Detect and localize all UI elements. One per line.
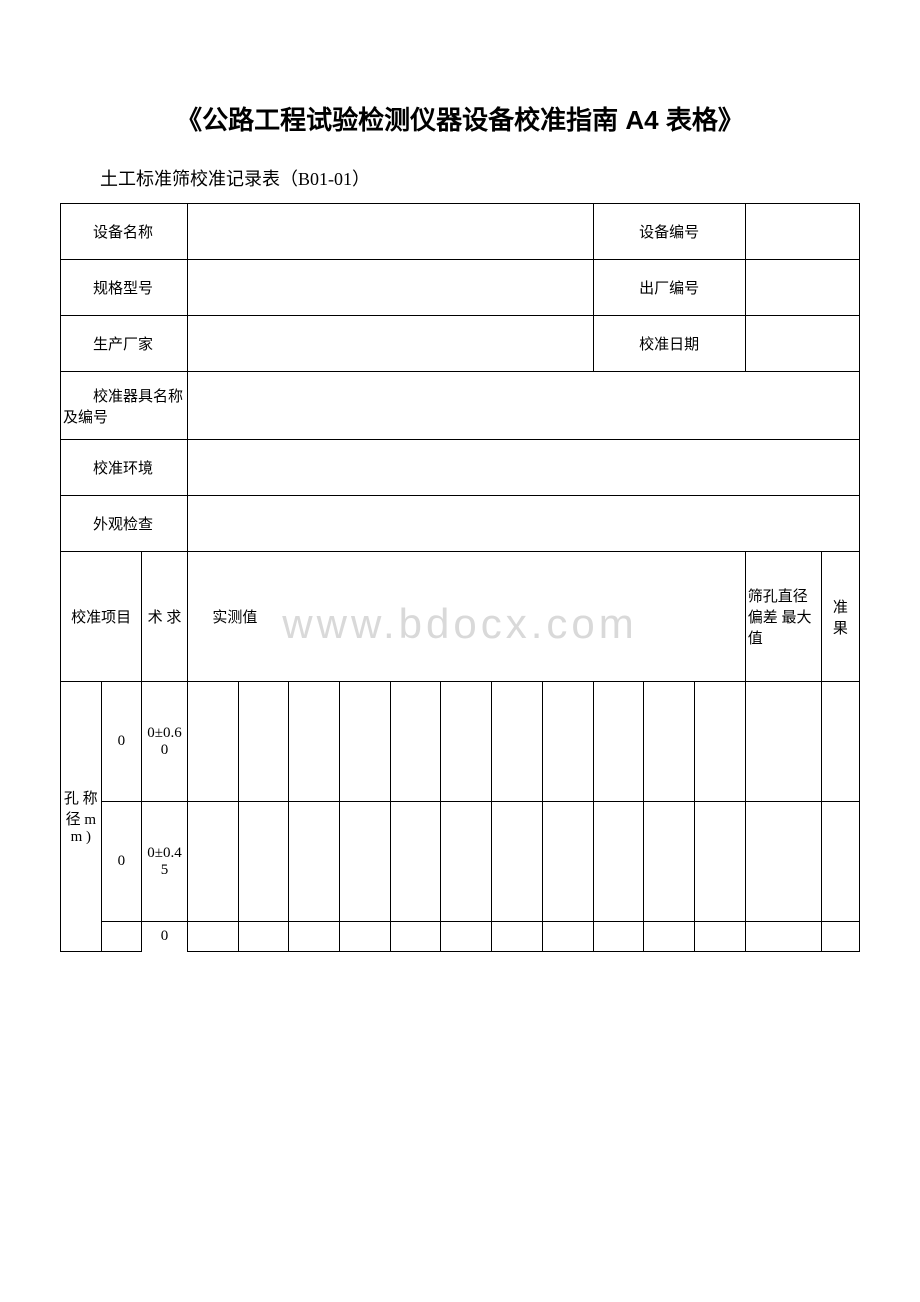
page-title: 《公路工程试验检测仪器设备校准指南 A4 表格》 [60, 100, 860, 137]
measured-cell [441, 802, 492, 922]
calib-tool-value [187, 372, 859, 440]
measured-cell [187, 922, 238, 952]
measured-cell [542, 682, 593, 802]
measured-cell [238, 682, 289, 802]
appearance-value [187, 496, 859, 552]
measured-cell [695, 682, 746, 802]
measured-cell [339, 682, 390, 802]
measured-cell [289, 682, 340, 802]
measured-cell [187, 682, 238, 802]
measured-cell [695, 922, 746, 952]
col-result: 准 果 [821, 552, 859, 682]
dev-cell [745, 802, 821, 922]
measured-cell [441, 922, 492, 952]
table-row: 孔 称 径 m m ) 0 0±0.60 [61, 682, 860, 802]
calibration-table: 设备名称 设备编号 规格型号 出厂编号 生产厂家 校准日期 校准器具名称及编号 … [60, 203, 860, 952]
req-cell: 0±0.45 [142, 802, 188, 922]
measured-cell [542, 922, 593, 952]
device-number-label: 设备编号 [593, 204, 745, 260]
measured-cell [492, 682, 543, 802]
device-name-label: 设备名称 [61, 204, 188, 260]
appearance-label: 外观检查 [61, 496, 188, 552]
spec-label: 规格型号 [61, 260, 188, 316]
calib-env-label: 校准环境 [61, 440, 188, 496]
result-cell [821, 682, 859, 802]
factory-number-value [745, 260, 859, 316]
col-measured: 实测值 [187, 552, 745, 682]
table-row: 0 [61, 922, 860, 952]
result-cell [821, 922, 859, 952]
row-span-label: 孔 称 径 m m ) [61, 682, 102, 952]
measured-cell [593, 682, 644, 802]
req-cell: 0 [142, 922, 188, 952]
calib-date-label: 校准日期 [593, 316, 745, 372]
nominal-cell [101, 922, 142, 952]
nominal-cell: 0 [101, 802, 142, 922]
req-cell: 0±0.60 [142, 682, 188, 802]
col-tech-req: 术 求 [142, 552, 188, 682]
nominal-cell: 0 [101, 682, 142, 802]
measured-cell [492, 802, 543, 922]
measured-cell [441, 682, 492, 802]
measured-cell [339, 922, 390, 952]
dev-cell [745, 922, 821, 952]
measured-cell [593, 802, 644, 922]
manufacturer-label: 生产厂家 [61, 316, 188, 372]
measured-cell [238, 922, 289, 952]
measured-cell [289, 802, 340, 922]
table-row: 0 0±0.45 [61, 802, 860, 922]
calib-tool-label: 校准器具名称及编号 [61, 372, 188, 440]
dev-cell [745, 682, 821, 802]
device-number-value [745, 204, 859, 260]
measured-cell [289, 922, 340, 952]
measured-cell [695, 802, 746, 922]
calib-env-value [187, 440, 859, 496]
manufacturer-value [187, 316, 593, 372]
measured-cell [644, 682, 695, 802]
col-sieve-dev: 筛孔直径偏差 最大值 [745, 552, 821, 682]
measured-cell [390, 922, 441, 952]
measured-cell [390, 802, 441, 922]
measured-cell [187, 802, 238, 922]
measured-cell [542, 802, 593, 922]
device-name-value [187, 204, 593, 260]
measured-cell [644, 922, 695, 952]
measured-cell [339, 802, 390, 922]
spec-value [187, 260, 593, 316]
measured-cell [390, 682, 441, 802]
measured-cell [238, 802, 289, 922]
page-subtitle: 土工标准筛校准记录表（B01-01） [100, 165, 860, 191]
measured-cell [492, 922, 543, 952]
measured-cell [593, 922, 644, 952]
col-calib-item: 校准项目 [61, 552, 142, 682]
factory-number-label: 出厂编号 [593, 260, 745, 316]
result-cell [821, 802, 859, 922]
measured-cell [644, 802, 695, 922]
calib-date-value [745, 316, 859, 372]
